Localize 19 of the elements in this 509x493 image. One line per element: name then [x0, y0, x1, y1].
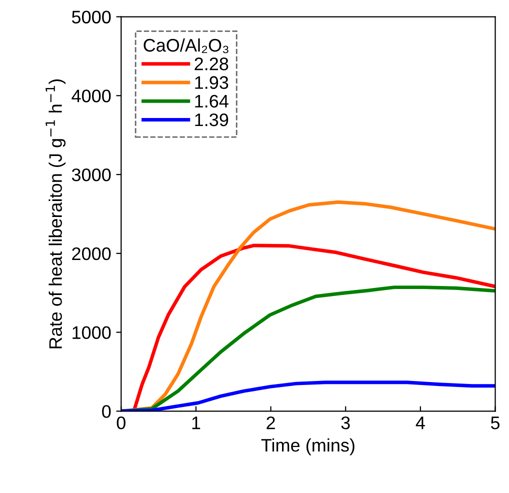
legend-label: 2.28 — [194, 58, 228, 70]
x-tick-label: 1 — [192, 416, 200, 430]
legend-label: 1.93 — [195, 76, 228, 89]
y-tick-label: 0 — [102, 405, 111, 418]
y-tick-label: 4000 — [72, 90, 111, 102]
x-tick-label: 4 — [416, 416, 425, 430]
y-tick-label: 1000 — [72, 326, 111, 339]
x-axis-title: Time (mins) — [261, 438, 354, 456]
y-tick-label: 2000 — [72, 247, 111, 260]
x-tick-label: 0 — [116, 416, 126, 430]
x-tick-label: 3 — [341, 416, 350, 430]
legend-title: CaO/Al₂O₃ — [144, 38, 228, 54]
legend-label: 1.39 — [195, 113, 228, 126]
y-tick-label: 3000 — [72, 168, 111, 182]
y-tick-label: 5000 — [72, 10, 111, 24]
y-axis-title: Rate of heat liberaiton (J g$^{−1}$ h$^{−1}$) — [46, 79, 66, 348]
legend-label: 1.64 — [195, 94, 228, 108]
x-tick-label: 5 — [490, 416, 500, 430]
x-tick-label: 2 — [266, 416, 275, 430]
